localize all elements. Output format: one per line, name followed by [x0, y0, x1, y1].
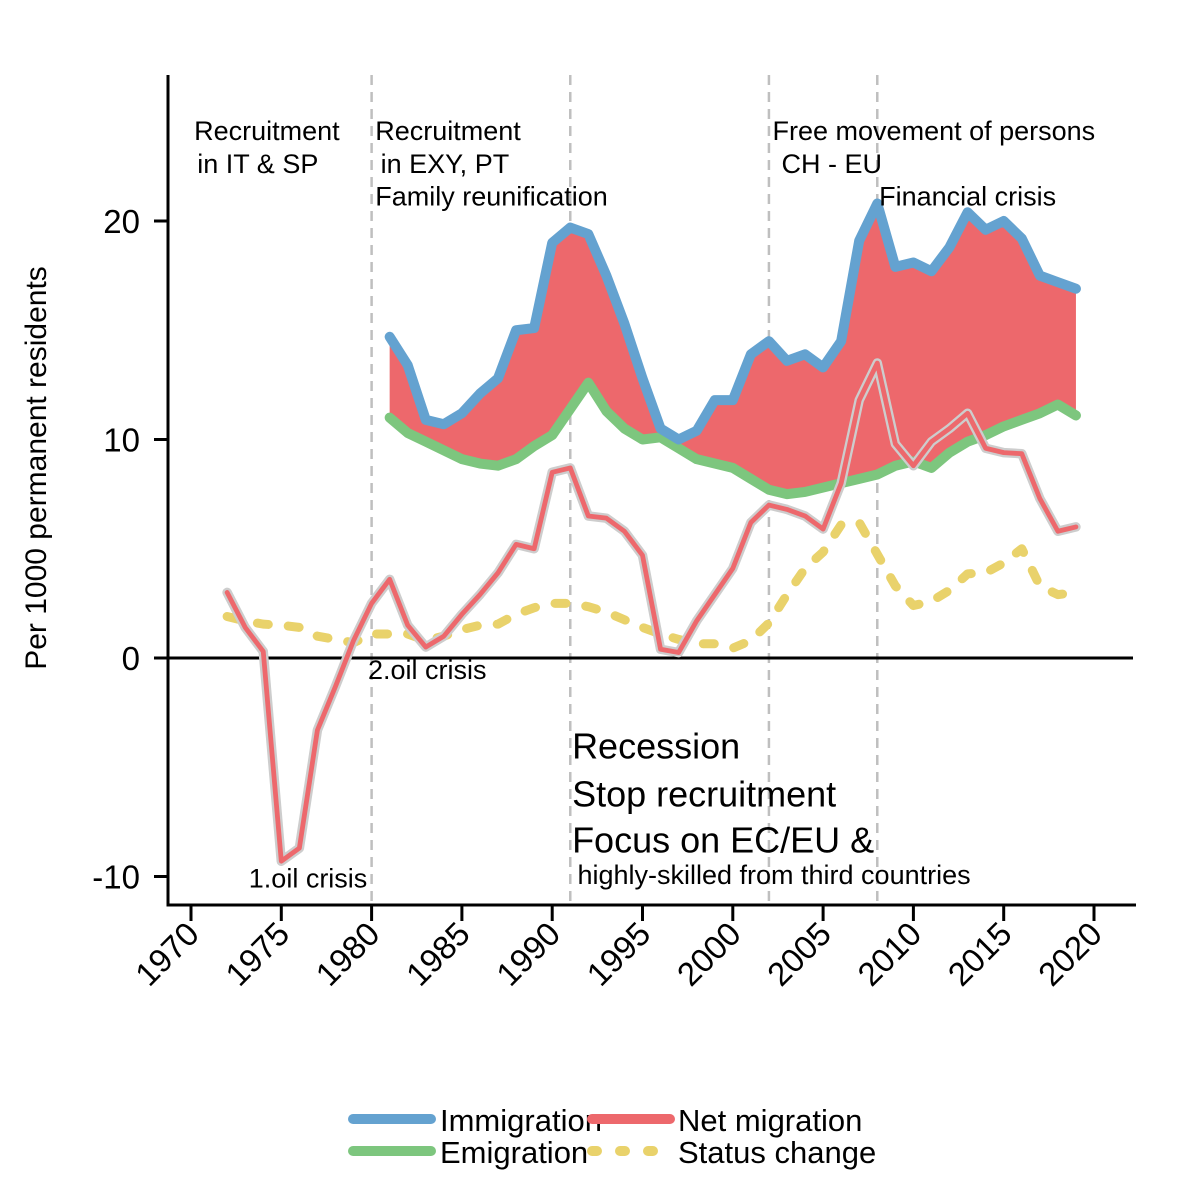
annotation-text: 2.oil crisis	[368, 655, 487, 685]
legend-label-status-change: Status change	[678, 1135, 876, 1170]
x-tick-label: 2015	[941, 915, 1019, 993]
annotation-text: in IT & SP	[197, 149, 318, 179]
immigration-emigration-area	[389, 203, 1076, 495]
x-tick-label-group: 2020	[1031, 915, 1109, 993]
x-tick-label-group: 1990	[489, 915, 567, 993]
x-tick-label-group: 1995	[579, 915, 657, 993]
annotation-text: Recession	[572, 726, 740, 767]
x-tick-label: 1990	[489, 915, 567, 993]
legend-label-net-migration: Net migration	[678, 1103, 862, 1138]
x-tick-label: 1970	[128, 915, 206, 993]
y-axis-title: Per 1000 permanent residents	[20, 266, 53, 670]
x-tick-label-group: 2015	[941, 915, 1019, 993]
x-tick-label-group: 1985	[399, 915, 477, 993]
legend: Immigration Net migration Emigration Status…	[348, 1103, 876, 1170]
x-tick-label-group: 2010	[850, 915, 928, 993]
x-tick-label: 1995	[579, 915, 657, 993]
annotation-text: 1.oil crisis	[249, 863, 368, 893]
x-tick-label-group: 2005	[760, 915, 838, 993]
legend-label-emigration: Emigration	[440, 1135, 588, 1170]
axis-frame	[166, 75, 1136, 907]
net-migration-line	[224, 360, 1079, 864]
y-tick-label: 20	[103, 203, 140, 240]
emigration-line	[384, 377, 1081, 500]
y-tick-label: -10	[92, 859, 140, 896]
x-tick-label-group: 2000	[670, 915, 748, 993]
x-tick-label: 1975	[218, 915, 296, 993]
legend-label-immigration: Immigration	[440, 1103, 602, 1138]
annotation-text: in EXY, PT	[381, 149, 510, 179]
annotation-text: Financial crisis	[879, 182, 1056, 212]
annotation-text: Free movement of persons	[773, 116, 1096, 146]
x-tick-label: 2020	[1031, 915, 1109, 993]
x-tick-label: 2000	[670, 915, 748, 993]
annotation-text: CH - EU	[782, 149, 883, 179]
x-tick-label: 1985	[399, 915, 477, 993]
annotation-text: Recruitment	[194, 116, 340, 146]
y-tick-label: 0	[122, 640, 140, 677]
annotation-text: Focus on EC/EU &	[572, 819, 874, 860]
x-tick-label: 2010	[850, 915, 928, 993]
annotation-text: Recruitment	[375, 116, 521, 146]
annotation-text: Stop recruitment	[572, 774, 836, 815]
status-change-line	[222, 518, 1081, 653]
annotation-text: Family reunification	[375, 182, 608, 212]
x-tick-label-group: 1975	[218, 915, 296, 993]
y-tick-label: 10	[103, 422, 140, 459]
x-tick-label-group: 1980	[308, 915, 386, 993]
x-tick-label-group: 1970	[128, 915, 206, 993]
x-tick-label: 1980	[308, 915, 386, 993]
immigration-line	[384, 198, 1081, 445]
annotation-text: highly-skilled from third countries	[577, 860, 970, 890]
x-tick-label: 2005	[760, 915, 838, 993]
